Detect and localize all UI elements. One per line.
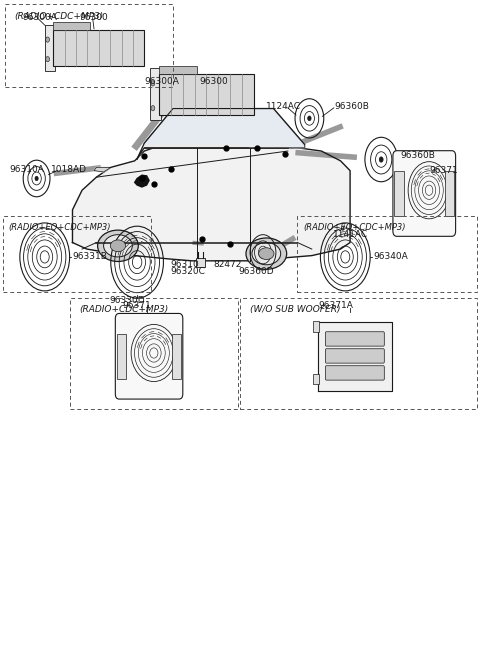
Text: 96300A: 96300A xyxy=(144,77,179,86)
Text: 96340A: 96340A xyxy=(373,252,408,261)
Text: 96330D: 96330D xyxy=(110,296,145,305)
Text: 96300: 96300 xyxy=(199,77,228,86)
Polygon shape xyxy=(135,175,149,187)
Bar xyxy=(45,24,55,71)
Polygon shape xyxy=(72,148,350,261)
Bar xyxy=(196,257,204,267)
Polygon shape xyxy=(318,322,392,390)
FancyBboxPatch shape xyxy=(325,365,384,380)
Ellipse shape xyxy=(379,157,383,162)
Text: 96310: 96310 xyxy=(170,259,199,269)
FancyBboxPatch shape xyxy=(115,314,183,399)
Ellipse shape xyxy=(104,234,132,257)
FancyBboxPatch shape xyxy=(393,151,456,236)
Bar xyxy=(395,171,404,216)
Polygon shape xyxy=(137,109,305,159)
Ellipse shape xyxy=(308,116,311,121)
Bar xyxy=(3,216,152,291)
Ellipse shape xyxy=(35,176,38,181)
Text: (W/O SUB WOOFER): (W/O SUB WOOFER) xyxy=(250,305,340,314)
Bar xyxy=(240,298,477,409)
Bar xyxy=(5,4,173,87)
Text: 96360B: 96360B xyxy=(335,102,370,111)
Text: 96360D: 96360D xyxy=(239,267,274,276)
Ellipse shape xyxy=(110,240,126,252)
FancyBboxPatch shape xyxy=(325,331,384,346)
Bar xyxy=(313,373,319,384)
Ellipse shape xyxy=(262,250,264,254)
Bar xyxy=(117,333,126,379)
Bar xyxy=(172,333,181,379)
Bar xyxy=(53,22,90,29)
Bar xyxy=(158,73,254,115)
Text: 1124AC: 1124AC xyxy=(266,102,301,111)
Text: 96360B: 96360B xyxy=(401,151,436,160)
Ellipse shape xyxy=(259,248,274,259)
Ellipse shape xyxy=(252,242,281,265)
Text: 96300: 96300 xyxy=(80,12,108,22)
Bar xyxy=(53,29,144,66)
Circle shape xyxy=(151,81,155,86)
Text: (RADIO+EQ+CDC+MP3): (RADIO+EQ+CDC+MP3) xyxy=(303,223,406,232)
Text: 1018AD: 1018AD xyxy=(51,165,87,174)
Polygon shape xyxy=(94,168,111,172)
Circle shape xyxy=(46,37,49,42)
Text: (RADIO+CDC+MP3): (RADIO+CDC+MP3) xyxy=(14,12,103,21)
Bar xyxy=(444,171,454,216)
Text: 96371: 96371 xyxy=(429,166,458,175)
Bar xyxy=(158,66,197,73)
Bar xyxy=(150,68,160,120)
Circle shape xyxy=(46,56,49,62)
Ellipse shape xyxy=(97,230,138,261)
Text: 96371: 96371 xyxy=(123,301,152,310)
Ellipse shape xyxy=(246,238,287,269)
Polygon shape xyxy=(144,109,305,145)
Text: 96300A: 96300A xyxy=(23,12,58,22)
Text: 82472: 82472 xyxy=(214,259,242,269)
Bar xyxy=(298,216,477,291)
Text: 96310A: 96310A xyxy=(9,165,44,174)
Text: 96320C: 96320C xyxy=(170,267,205,276)
Text: 1141AC: 1141AC xyxy=(333,229,369,238)
FancyBboxPatch shape xyxy=(325,348,384,363)
Polygon shape xyxy=(250,145,305,148)
Text: (RADIO+CDC+MP3): (RADIO+CDC+MP3) xyxy=(80,305,169,314)
Text: (RADIO+EQ+CDC+MP3): (RADIO+EQ+CDC+MP3) xyxy=(9,223,111,232)
Text: 96331B: 96331B xyxy=(72,252,108,261)
Bar xyxy=(70,298,238,409)
Bar xyxy=(313,322,319,331)
Text: 96371A: 96371A xyxy=(318,301,353,310)
Circle shape xyxy=(151,105,155,111)
